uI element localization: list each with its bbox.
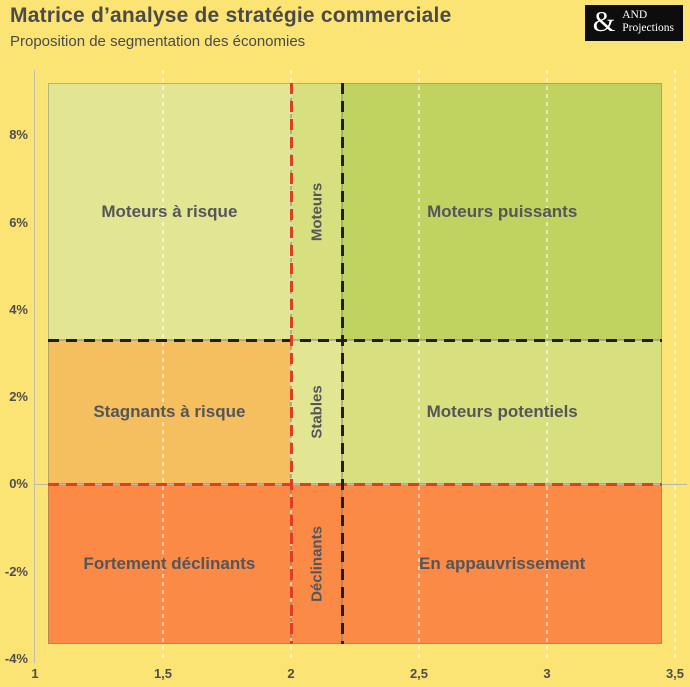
region-label: Stagnants à risque <box>93 402 246 422</box>
gridline-x-3 <box>546 70 548 661</box>
y-tick-6%: 6% <box>9 214 28 230</box>
page-title: Matrice d’analyse de stratégie commercia… <box>10 4 452 27</box>
matrix-region-0 <box>47 83 291 341</box>
divider-black-vertical <box>340 83 344 644</box>
matrix-region-5 <box>342 340 663 485</box>
y-tick-2%: 2% <box>9 389 28 405</box>
y-tick-4%: 4% <box>9 301 28 317</box>
x-tick-3: 3 <box>543 666 551 681</box>
divider-red-horizontal <box>47 482 663 486</box>
y-tick--2%: -2% <box>4 563 28 579</box>
brand-logo: & AND Projections <box>584 5 683 41</box>
x-tick-2,5: 2,5 <box>409 666 429 681</box>
brand-logo-text: AND Projections <box>622 9 674 35</box>
x-tick-1: 1 <box>31 666 39 681</box>
divider-red-vertical <box>289 83 293 644</box>
gridline-x-3,5 <box>674 70 676 661</box>
brand-logo-line2: Projections <box>622 22 674 34</box>
region-label: Moteurs puissants <box>427 201 578 221</box>
band-label: Déclinants <box>308 526 326 602</box>
region-label: Moteurs à risque <box>101 201 238 221</box>
region-label: Moteurs potentiels <box>426 402 578 422</box>
brand-logo-line1: AND <box>622 9 648 22</box>
y-axis-line <box>33 70 35 663</box>
band-label: Moteurs <box>308 182 326 241</box>
gridline-x-1,5 <box>162 70 164 661</box>
x-tick-3,5: 3,5 <box>665 666 685 681</box>
divider-black-horizontal <box>47 338 663 342</box>
gridline-x-2,5 <box>418 70 420 661</box>
region-label: En appauvrissement <box>419 553 586 573</box>
matrix-region-6 <box>47 484 291 644</box>
y-tick-8%: 8% <box>9 127 28 143</box>
matrix-region-3 <box>47 340 291 485</box>
region-label: Fortement déclinants <box>83 553 256 573</box>
page-subtitle: Proposition de segmentation des économie… <box>10 33 306 50</box>
y-tick--4%: -4% <box>4 650 28 666</box>
y-tick-0%: 0% <box>9 476 28 492</box>
x-tick-2: 2 <box>287 666 295 681</box>
band-label: Stables <box>308 385 326 440</box>
ampersand-logo-icon: & <box>592 6 616 38</box>
x-tick-1,5: 1,5 <box>153 666 173 681</box>
